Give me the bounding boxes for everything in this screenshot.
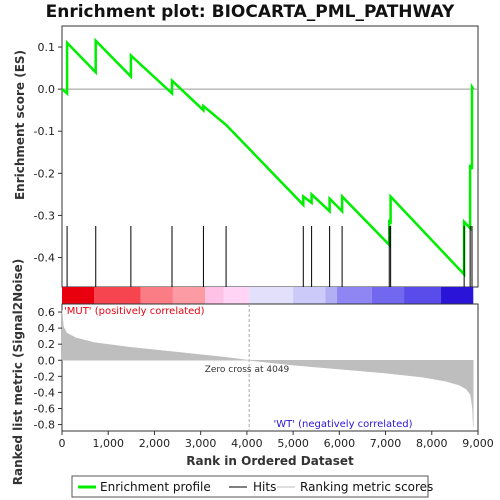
zero-cross-label: Zero cross at 4049 bbox=[205, 365, 290, 375]
colorbar-segment bbox=[94, 287, 141, 304]
metric-ytick-label: -0.6 bbox=[34, 402, 55, 415]
metric-xtick-label: 5,000 bbox=[277, 437, 309, 450]
metric-ytick-label: 0.0 bbox=[38, 354, 56, 367]
pos-label: 'MUT' (positively correlated) bbox=[64, 306, 205, 317]
colorbar-segment bbox=[293, 287, 326, 304]
metric-xtick-label: 1,000 bbox=[92, 437, 124, 450]
es-ytick-label: -0.1 bbox=[34, 125, 55, 138]
colorbar bbox=[62, 287, 474, 304]
colorbar-segment bbox=[249, 287, 294, 304]
es-ytick-label: -0.3 bbox=[34, 209, 55, 222]
es-ytick-label: -0.4 bbox=[34, 252, 55, 265]
metric-ylabel: Ranked list metric (Signal2Noise) bbox=[11, 259, 25, 486]
colorbar-segment bbox=[337, 287, 372, 304]
colorbar-segment bbox=[223, 287, 250, 304]
legend-box bbox=[71, 475, 429, 498]
es-ytick-label: -0.2 bbox=[34, 167, 55, 180]
metric-xlabel: Rank in Ordered Dataset bbox=[186, 454, 354, 468]
metric-ytick-label: -0.4 bbox=[34, 386, 55, 399]
colorbar-segment bbox=[205, 287, 224, 304]
legend-metric-label: Ranking metric scores bbox=[300, 480, 433, 494]
metric-xtick-label: 6,000 bbox=[324, 437, 356, 450]
metric-xtick-label: 9,000 bbox=[462, 437, 494, 450]
colorbar-segment bbox=[404, 287, 442, 304]
metric-xtick-label: 8,000 bbox=[416, 437, 448, 450]
metric-xtick-label: 3,000 bbox=[185, 437, 217, 450]
metric-xtick-label: 7,000 bbox=[370, 437, 402, 450]
metric-ytick-label: -0.8 bbox=[34, 419, 55, 432]
enrichment-profile-line bbox=[61, 37, 475, 278]
neg-label: 'WT' (negatively correlated) bbox=[273, 419, 412, 430]
legend-hits-label: Hits bbox=[253, 480, 276, 494]
es-ylabel: Enrichment score (ES) bbox=[13, 50, 27, 200]
es-plot-frame bbox=[61, 25, 479, 288]
metric-panel: 0.6 0.4 0.2 0.0 -0.2 -0.4 -0.6 -0.8 0 1,000 2,000… bbox=[11, 259, 494, 486]
metric-xtick-label: 4,000 bbox=[231, 437, 263, 450]
metric-ytick-label: 0.4 bbox=[38, 322, 56, 335]
colorbar-segment bbox=[62, 287, 95, 304]
metric-ytick-label: -0.2 bbox=[34, 370, 55, 383]
es-ytick-label: 0.0 bbox=[38, 83, 56, 96]
colorbar-segment bbox=[172, 287, 206, 304]
colorbar-segment bbox=[371, 287, 405, 304]
colorbar-segment bbox=[441, 287, 474, 304]
ranking-metric-area bbox=[61, 310, 474, 427]
metric-xtick-label: 0 bbox=[59, 437, 66, 450]
metric-ytick-label: 0.6 bbox=[38, 306, 56, 319]
legend-enrichment-label: Enrichment profile bbox=[100, 480, 211, 494]
chart-title: Enrichment plot: BIOCARTA_PML_PATHWAY bbox=[46, 2, 455, 22]
metric-xtick-label: 2,000 bbox=[139, 437, 171, 450]
metric-ytick-label: 0.2 bbox=[38, 338, 56, 351]
colorbar-segment bbox=[325, 287, 338, 304]
es-panel: 0.1 0.0 -0.1 -0.2 -0.3 -0.4 Enrichment score … bbox=[13, 25, 479, 288]
es-ytick-label: 0.1 bbox=[38, 41, 56, 54]
legend: Enrichment profile Hits Ranking metric s… bbox=[71, 475, 433, 498]
colorbar-segment bbox=[140, 287, 173, 304]
